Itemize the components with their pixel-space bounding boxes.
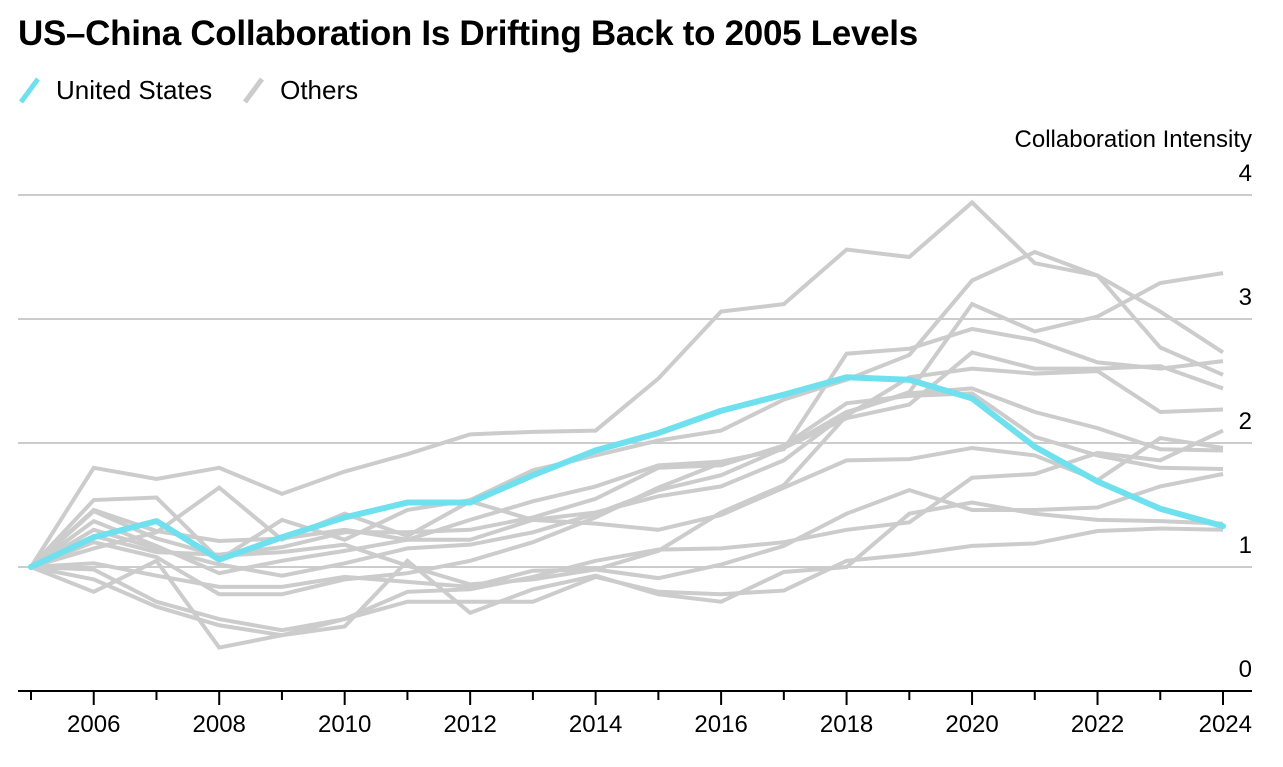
united-states-series bbox=[28, 374, 1226, 570]
x-tick-label-2008: 2008 bbox=[193, 711, 246, 738]
x-tick-label-2012: 2012 bbox=[443, 711, 496, 738]
others-line-6 bbox=[30, 386, 1224, 597]
x-tick-label-2020: 2020 bbox=[945, 711, 998, 738]
others-line-9 bbox=[30, 435, 1224, 569]
x-tick-label-2014: 2014 bbox=[569, 711, 622, 738]
x-tick-label-2016: 2016 bbox=[694, 711, 747, 738]
x-tick-label-2018: 2018 bbox=[820, 711, 873, 738]
others-line-1 bbox=[29, 199, 1224, 569]
others-line-3 bbox=[29, 271, 1224, 569]
others-series bbox=[29, 199, 1225, 650]
legend-swatch-united-states bbox=[18, 77, 41, 104]
y-tick-label-1: 1 bbox=[1239, 532, 1252, 559]
y-tick-label-2: 2 bbox=[1239, 408, 1252, 435]
x-tick-label-2022: 2022 bbox=[1071, 711, 1124, 738]
legend-label-united-states: United States bbox=[56, 74, 213, 105]
others-line-2 bbox=[29, 249, 1225, 569]
y-tick-labels: 0 1 2 3 4 bbox=[1239, 160, 1252, 683]
y-tick-label-0: 0 bbox=[1239, 656, 1252, 683]
legend-item-united-states: United States bbox=[18, 74, 212, 106]
chart-title: US–China Collaboration Is Drifting Back … bbox=[18, 14, 918, 53]
legend-swatch-others bbox=[243, 77, 265, 104]
legend-label-others: Others bbox=[280, 74, 359, 105]
y-tick-label-4: 4 bbox=[1239, 160, 1252, 187]
y-tick-label-3: 3 bbox=[1239, 284, 1252, 311]
x-axis: 2006 2008 2010 2012 2014 2016 2018 2020 2022 2024 bbox=[18, 690, 1252, 738]
gridlines bbox=[18, 194, 1252, 568]
others-line-10 bbox=[30, 428, 1224, 633]
legend: United States Others bbox=[18, 74, 388, 106]
united-states-line bbox=[28, 374, 1226, 570]
x-tick-label-2006: 2006 bbox=[67, 711, 120, 738]
others-line-4 bbox=[29, 326, 1224, 576]
y-axis-title: Collaboration Intensity bbox=[1015, 126, 1252, 153]
others-line-13 bbox=[30, 526, 1224, 638]
x-tick-label-2024: 2024 bbox=[1199, 711, 1252, 738]
x-tick-label-2010: 2010 bbox=[318, 711, 371, 738]
legend-item-others: Others bbox=[242, 74, 358, 106]
